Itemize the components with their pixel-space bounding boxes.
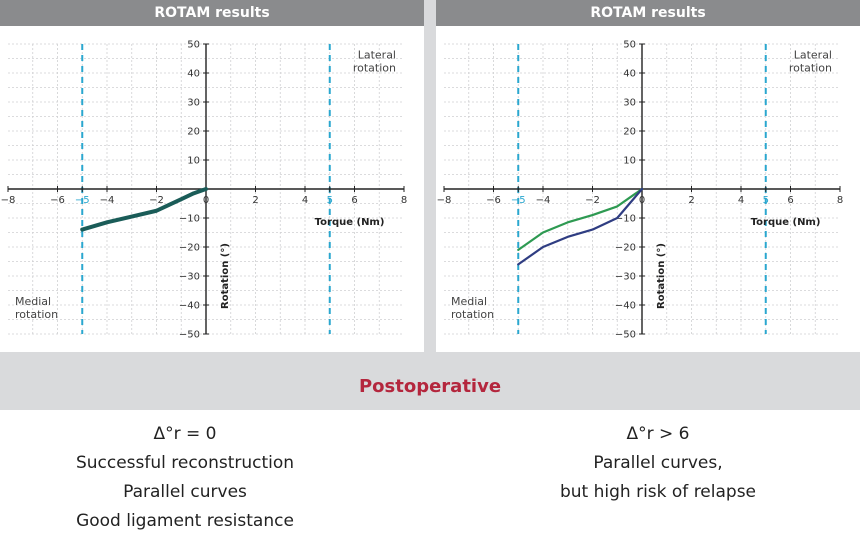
x-tick-label: −8 — [1, 195, 16, 206]
captions-area: Δ°r = 0 Successful reconstruction Parall… — [0, 410, 860, 539]
x-tick-label: −2 — [149, 195, 164, 206]
x-axis-label: Torque (Nm) — [751, 217, 821, 228]
x-tick-label: −2 — [585, 195, 600, 206]
y-tick-label: 40 — [187, 69, 200, 80]
y-tick-label: −50 — [615, 330, 636, 341]
x-tick-label: 2 — [688, 195, 694, 206]
x-tick-label: 8 — [837, 195, 843, 206]
y-axis-label: Rotation (°) — [220, 243, 231, 309]
x-tick-label: 0 — [203, 195, 209, 206]
annotation-medial: rotation — [15, 308, 58, 321]
y-tick-label: −40 — [179, 301, 200, 312]
chart-panel-right: ROTAM results −8 −6 −5 −4 −2 0 2 4 5 6 8 50 40 30 20 10… — [436, 0, 860, 352]
delta-rotation-left: Δ°r = 0 — [153, 424, 217, 444]
caption-line: but high risk of relapse — [559, 482, 757, 502]
x-tick-label: −6 — [486, 195, 501, 206]
x-tick-label: 8 — [401, 195, 407, 206]
x-tick-label: 6 — [787, 195, 793, 206]
chart-title: ROTAM results — [0, 0, 424, 26]
y-tick-label: 50 — [187, 40, 200, 51]
x-axis-label: Torque (Nm) — [315, 217, 385, 228]
y-tick-label: −30 — [615, 272, 636, 283]
x-tick-label: −5 — [75, 195, 90, 206]
section-title: Postoperative — [0, 364, 860, 410]
right-caption: Δ°r > 6 Parallel curves, but high risk o… — [443, 420, 860, 507]
y-tick-label: −20 — [179, 243, 200, 254]
x-tick-label: −8 — [437, 195, 452, 206]
y-tick-label: −50 — [179, 330, 200, 341]
y-tick-label: 10 — [623, 156, 636, 167]
delta-rotation-right: Δ°r > 6 — [626, 424, 690, 444]
chart-title: ROTAM results — [436, 0, 860, 26]
annotation-medial: Medial — [15, 295, 51, 308]
x-tick-label: −4 — [536, 195, 551, 206]
rotam-chart-right: −8 −6 −5 −4 −2 0 2 4 5 6 85040302010−10−20−30−40−5… — [437, 40, 844, 341]
left-caption: Δ°r = 0 Successful reconstruction Parall… — [0, 420, 400, 536]
x-tick-label: 2 — [252, 195, 258, 206]
annotation-medial: Medial — [451, 295, 487, 308]
annotation-lateral: Lateral — [794, 49, 832, 62]
x-tick-label: 0 — [639, 195, 645, 206]
y-tick-label: 30 — [623, 98, 636, 109]
series-line-1 — [517, 187, 644, 251]
annotation-lateral: rotation — [353, 62, 396, 75]
caption-line: Good ligament resistance — [76, 511, 294, 531]
x-tick-label: −6 — [50, 195, 65, 206]
y-tick-label: 20 — [623, 127, 636, 138]
x-tick-label: 6 — [351, 195, 357, 206]
x-tick-label: 4 — [738, 195, 744, 206]
y-axis-label: Rotation (°) — [656, 243, 667, 309]
y-tick-label: 10 — [187, 156, 200, 167]
y-tick-label: −20 — [615, 243, 636, 254]
x-tick-label: 4 — [302, 195, 308, 206]
y-tick-label: −40 — [615, 301, 636, 312]
x-tick-label: −5 — [511, 195, 526, 206]
y-tick-label: 20 — [187, 127, 200, 138]
caption-line: Parallel curves — [123, 482, 247, 502]
x-tick-label: −4 — [100, 195, 115, 206]
y-tick-label: 40 — [623, 69, 636, 80]
series-line-2 — [517, 187, 644, 266]
rotam-chart-left: −8 −6 −5 −4 −2 0 2 4 5 6 85040302010−10−20−30−40−5… — [1, 40, 408, 341]
annotation-lateral: Lateral — [358, 49, 396, 62]
annotation-medial: rotation — [451, 308, 494, 321]
series-line-1 — [80, 187, 208, 232]
x-tick-label: 5 — [763, 195, 769, 206]
y-tick-label: −30 — [179, 272, 200, 283]
y-tick-label: −10 — [615, 214, 636, 225]
annotation-lateral: rotation — [789, 62, 832, 75]
caption-line: Successful reconstruction — [75, 453, 295, 473]
y-tick-label: 50 — [623, 40, 636, 51]
chart-panel-left: ROTAM results −8 −6 −5 −4 −2 0 2 4 5 6 8 50 40 30 20 10… — [0, 0, 424, 352]
y-tick-label: 30 — [187, 98, 200, 109]
caption-line: Parallel curves, — [593, 453, 723, 473]
y-tick-label: −10 — [179, 214, 200, 225]
x-tick-label: 5 — [327, 195, 333, 206]
